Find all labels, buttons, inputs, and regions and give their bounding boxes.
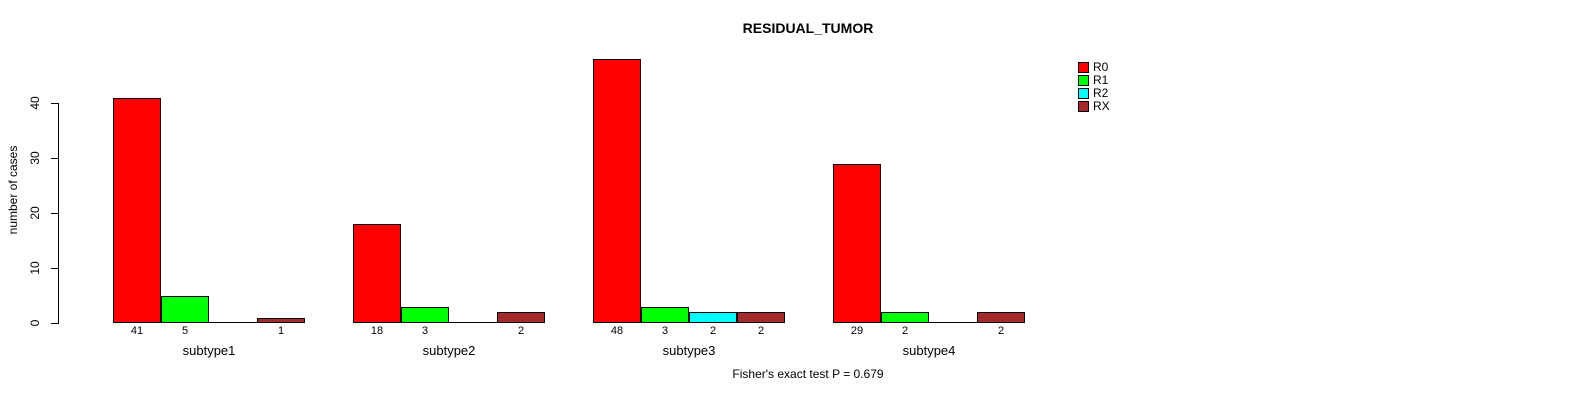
legend-label: R1 xyxy=(1093,73,1109,87)
group-baseline xyxy=(833,322,1025,323)
y-axis-tick xyxy=(51,322,58,324)
legend-item-RX: RX xyxy=(1078,100,1110,113)
fisher-test-caption: Fisher's exact test P = 0.679 xyxy=(732,367,884,381)
bar-value-label: 2 xyxy=(757,325,765,337)
bar-value-label: 2 xyxy=(901,325,909,337)
y-axis-tick xyxy=(51,157,58,159)
y-axis-tick-label: 30 xyxy=(28,151,42,165)
bar-value-label: 5 xyxy=(181,325,189,337)
y-axis-tick xyxy=(51,212,58,214)
bar-value-label: 29 xyxy=(850,325,864,337)
bar-value-label: 2 xyxy=(997,325,1005,337)
legend-swatch-icon xyxy=(1078,62,1089,73)
bar-subtype1-RX xyxy=(257,317,305,323)
bar-value-label: 18 xyxy=(370,325,384,337)
bar-subtype3-R0 xyxy=(593,59,641,323)
legend-swatch-icon xyxy=(1078,101,1089,112)
bar-subtype3-R2 xyxy=(689,312,737,323)
y-axis-tick-label: 20 xyxy=(28,206,42,220)
group-baseline xyxy=(353,322,545,323)
y-axis-line xyxy=(58,103,59,324)
bar-value-label: 3 xyxy=(421,325,429,337)
bar-subtype4-R0 xyxy=(833,163,881,323)
bar-value-label: 41 xyxy=(130,325,144,337)
legend-item-R1: R1 xyxy=(1078,74,1110,87)
category-label-subtype1: subtype1 xyxy=(182,343,236,358)
bar-subtype2-RX xyxy=(497,312,545,323)
category-label-subtype2: subtype2 xyxy=(422,343,476,358)
legend-swatch-icon xyxy=(1078,88,1089,99)
legend-swatch-icon xyxy=(1078,75,1089,86)
legend-item-R2: R2 xyxy=(1078,87,1110,100)
legend: R0 R1 R2 RX xyxy=(1078,61,1110,113)
category-label-subtype4: subtype4 xyxy=(902,343,956,358)
legend-label: R2 xyxy=(1093,86,1109,100)
legend-label: RX xyxy=(1093,99,1110,113)
bar-value-label: 1 xyxy=(277,325,285,337)
bar-subtype4-R1 xyxy=(881,312,929,323)
y-axis-tick xyxy=(51,267,58,269)
y-axis-tick-label: 0 xyxy=(28,319,42,327)
bar-value-label: 48 xyxy=(610,325,624,337)
bar-subtype2-R0 xyxy=(353,224,401,323)
legend-item-R0: R0 xyxy=(1078,61,1110,74)
bar-value-label: 2 xyxy=(517,325,525,337)
bar-subtype1-R0 xyxy=(113,97,161,323)
y-axis-tick-label: 10 xyxy=(28,261,42,275)
chart-title: RESIDUAL_TUMOR xyxy=(742,20,874,36)
bar-value-label: 3 xyxy=(661,325,669,337)
y-axis-tick xyxy=(51,102,58,104)
bar-subtype2-R1 xyxy=(401,306,449,323)
bar-subtype3-RX xyxy=(737,312,785,323)
bar-subtype4-RX xyxy=(977,312,1025,323)
legend-label: R0 xyxy=(1093,60,1109,74)
bar-subtype3-R1 xyxy=(641,306,689,323)
bar-value-label: 2 xyxy=(709,325,717,337)
bar-subtype1-R1 xyxy=(161,295,209,323)
group-baseline xyxy=(113,322,305,323)
y-axis-tick-label: 40 xyxy=(28,96,42,110)
category-label-subtype3: subtype3 xyxy=(662,343,716,358)
